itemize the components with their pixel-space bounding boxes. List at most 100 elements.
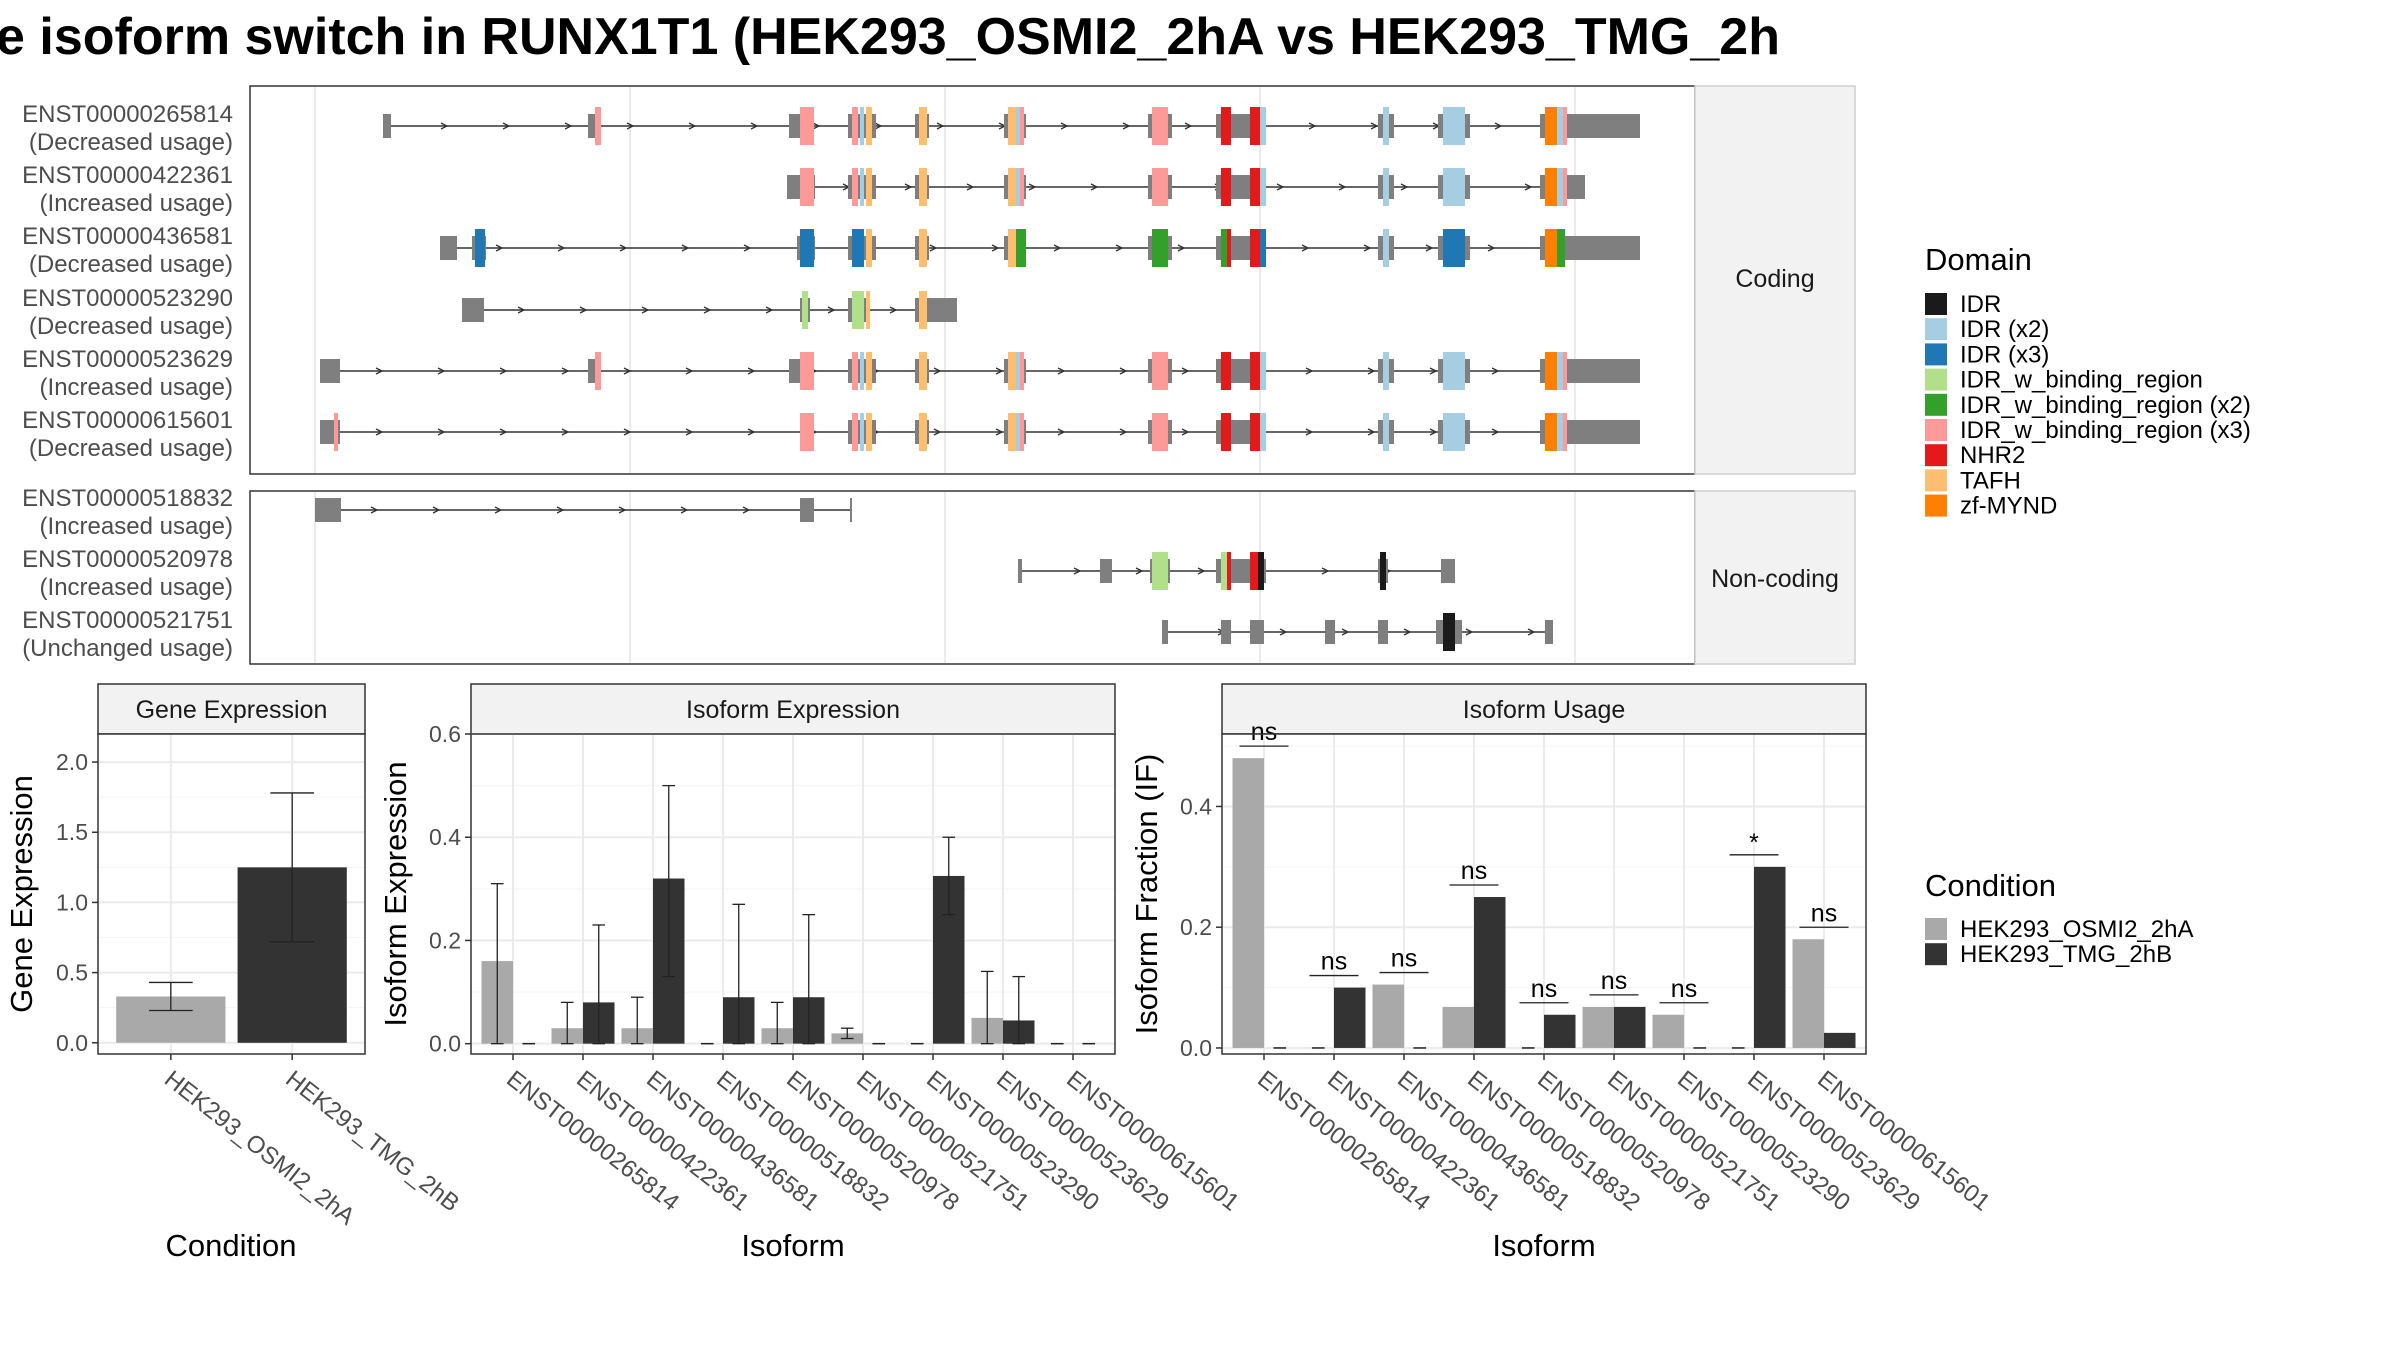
strand-arrow (904, 183, 913, 191)
strand-arrow (517, 306, 526, 314)
significance-label: ns (1811, 899, 1837, 927)
strand-arrow (812, 122, 821, 130)
y-axis-title: Isoform Expression (378, 761, 413, 1026)
figure-title: e isoform switch in RUNX1T1 (HEK293_OSMI… (0, 8, 1780, 66)
y-tick-label: 0.6 (429, 721, 461, 747)
domain-block (866, 413, 872, 451)
transcript-usage-label: (Decreased usage) (29, 251, 233, 278)
bar (1442, 1006, 1474, 1048)
domain-block (1221, 552, 1227, 590)
structure-gridlines (314, 87, 1576, 663)
y-tick-label: 0.4 (1180, 793, 1212, 819)
exon-block (1441, 559, 1455, 583)
x-axis-title: Isoform (741, 1228, 844, 1263)
domain-block (860, 229, 864, 267)
strand-arrow (440, 122, 449, 130)
domain-block (1250, 352, 1260, 390)
domain-block (919, 229, 927, 267)
exon-block (1250, 620, 1264, 644)
exon-block (1325, 620, 1335, 644)
domain-legend-key (1925, 293, 1947, 315)
strand-arrow (1276, 183, 1285, 191)
x-axis-title: Isoform (1492, 1228, 1595, 1263)
strand-arrow (1177, 244, 1186, 252)
domain-block (1250, 107, 1260, 145)
strand-arrow (1425, 244, 1434, 252)
utr-block (1567, 114, 1640, 138)
domain-block (1016, 413, 1020, 451)
strand-arrow (499, 367, 508, 375)
domain-block (1250, 229, 1260, 267)
domain-block (1443, 613, 1455, 651)
domain-block (866, 352, 872, 390)
domain-block (800, 352, 814, 390)
domain-block (1260, 229, 1266, 267)
domain-block (1020, 168, 1024, 206)
strand-arrow (889, 306, 898, 314)
y-tick-label: 1.5 (56, 819, 88, 845)
panel-strip (1221, 683, 1867, 735)
bar (1614, 1006, 1646, 1048)
strand-arrow (1524, 183, 1533, 191)
bar (1754, 866, 1786, 1048)
significance-label: ns (1251, 718, 1277, 746)
domain-block (919, 413, 927, 451)
strand-arrow (432, 506, 441, 514)
strand-arrow (1403, 628, 1412, 636)
y-tick-label: 0.2 (429, 927, 461, 953)
strand-arrow (995, 367, 1004, 375)
domain-block (1152, 413, 1168, 451)
bar (1824, 1032, 1856, 1048)
strand-arrow (579, 306, 588, 314)
strand-arrow (1115, 244, 1124, 252)
strand-arrow (685, 428, 694, 436)
strand-arrow (1060, 122, 1069, 130)
noncoding-strip-label: Non-coding (1711, 565, 1839, 593)
domain-block (1250, 413, 1260, 451)
strand-arrow (561, 367, 570, 375)
domain-legend-label: IDR_w_binding_region (1960, 367, 2203, 394)
transcript-usage-label: (Decreased usage) (29, 435, 233, 462)
domain-block (1152, 168, 1168, 206)
domain-block (1008, 413, 1016, 451)
domain-block (800, 229, 814, 267)
panel-title: Gene Expression (136, 696, 328, 724)
y-tick-label: 2.0 (56, 749, 88, 775)
domain-block (1227, 552, 1231, 590)
strand-arrow (1491, 428, 1500, 436)
strand-arrow (1057, 367, 1066, 375)
domain-block (595, 352, 601, 390)
strand-arrow (623, 428, 632, 436)
domain-block (1258, 552, 1264, 590)
domain-block (1008, 229, 1016, 267)
domain-block (1020, 229, 1026, 267)
domain-block (1557, 352, 1563, 390)
domain-legend-key (1925, 393, 1947, 416)
bar (1232, 758, 1264, 1048)
domain-block (1008, 352, 1016, 390)
exon-block (1378, 620, 1388, 644)
strand-arrow (1487, 244, 1496, 252)
domain-block (1260, 107, 1266, 145)
transcript-id-label: ENST00000422361 (22, 162, 233, 189)
domain-block (1221, 168, 1231, 206)
domain-legend-label: IDR_w_binding_region (x3) (1960, 417, 2251, 444)
y-tick-label: 0.2 (1180, 914, 1212, 940)
domain-block (1152, 552, 1168, 590)
utr-block (930, 298, 957, 322)
bar (1474, 897, 1506, 1048)
strand-arrow (1053, 244, 1062, 252)
condition-legend-title: Condition (1925, 868, 2056, 903)
domain-block (1020, 413, 1024, 451)
strand-arrow (1057, 428, 1066, 436)
plot-border (97, 733, 366, 1055)
transcript-id-label: ENST00000518832 (22, 485, 233, 512)
domain-block (1152, 352, 1168, 390)
domain-legend-label: IDR (1960, 291, 2001, 318)
strand-arrow (685, 367, 694, 375)
domain-block (1383, 107, 1389, 145)
strand-arrow (1370, 122, 1379, 130)
transcript-id-label: ENST00000265814 (22, 101, 233, 128)
exon-block (800, 498, 814, 522)
